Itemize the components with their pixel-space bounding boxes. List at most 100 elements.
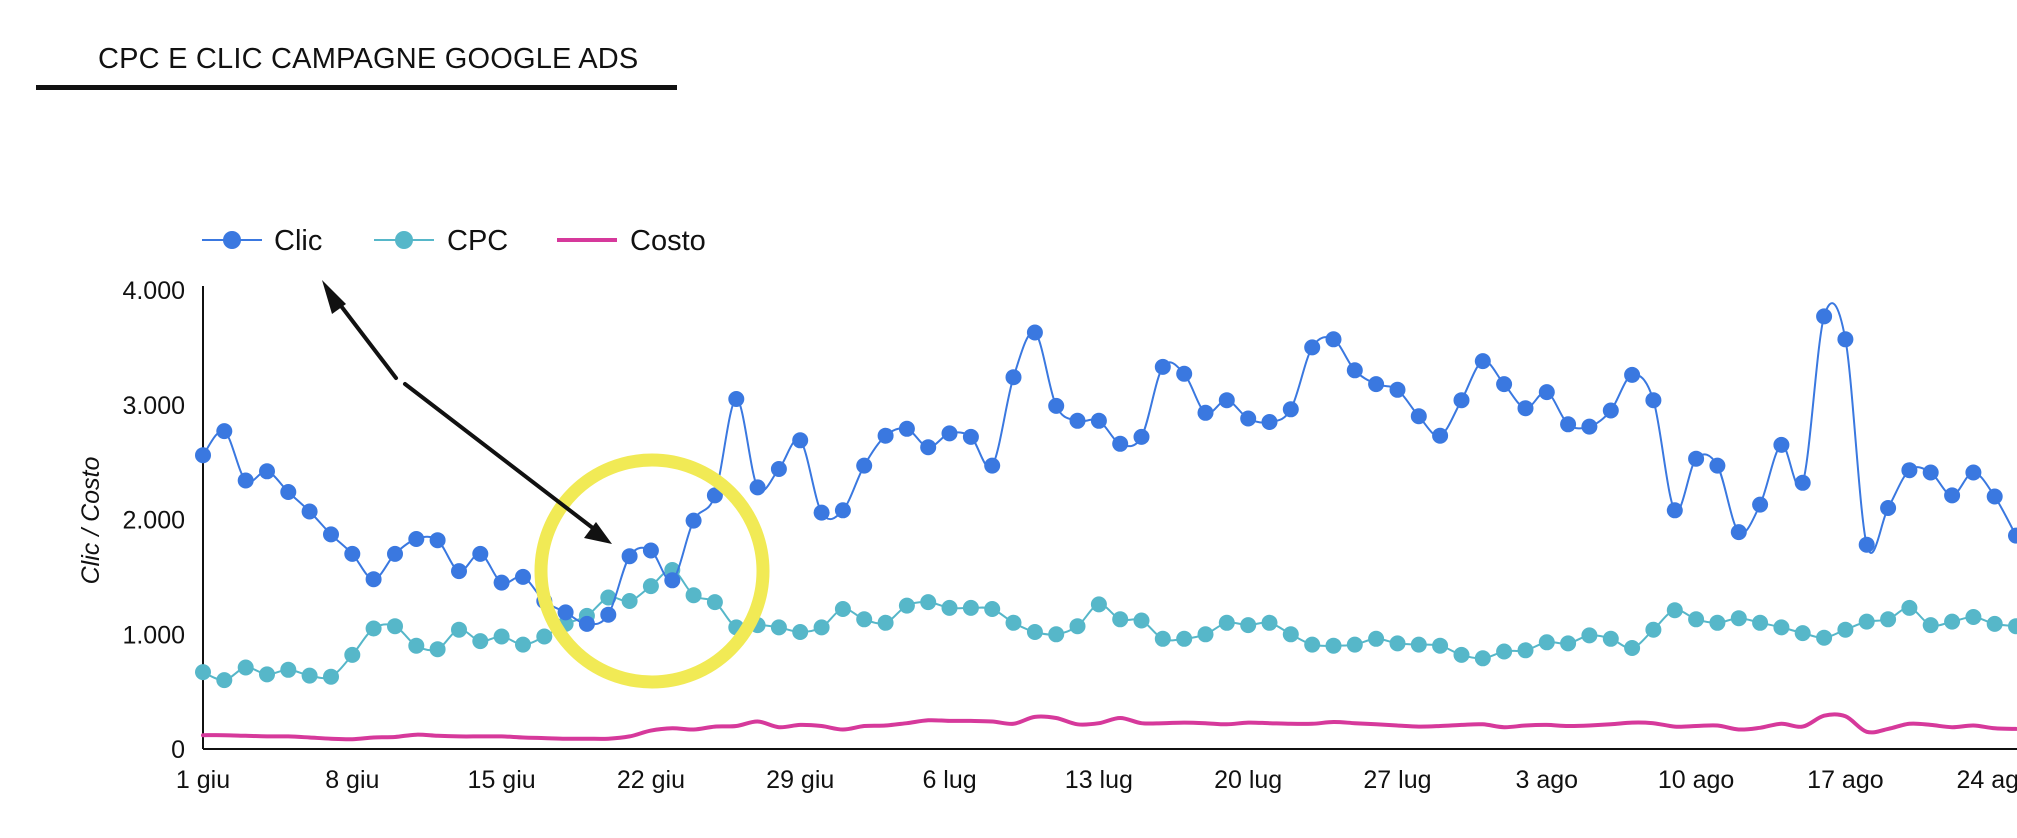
cpc-data-point — [813, 619, 830, 636]
cpc-data-point — [1410, 636, 1427, 653]
cpc-data-point — [323, 668, 339, 685]
cpc-data-point — [216, 672, 233, 689]
arrow-segment-upper — [336, 300, 398, 380]
cpc-data-point — [770, 619, 787, 636]
clic-data-point — [1453, 392, 1470, 409]
clic-data-point — [1133, 428, 1150, 445]
cpc-data-point — [600, 589, 617, 606]
legend-item-clic: Clic — [202, 225, 322, 257]
clic-data-point — [877, 427, 894, 444]
clic-data-point — [451, 563, 467, 580]
x-tick-label: 27 lug — [1363, 766, 1431, 794]
cpc-data-point — [792, 624, 809, 640]
cpc-data-point — [1005, 614, 1022, 631]
clic-data-point — [856, 457, 873, 474]
clic-data-point — [1922, 464, 1939, 481]
cpc-data-point — [1752, 614, 1769, 631]
clic-data-point — [1986, 488, 2003, 505]
clic-data-point — [1389, 381, 1406, 398]
clic-data-point — [1901, 462, 1918, 479]
cpc-data-point — [834, 601, 851, 617]
y-tick-label: 0 — [171, 736, 185, 764]
cpc-data-point — [1069, 618, 1086, 635]
cpc-data-point — [1837, 621, 1854, 638]
x-tick-label: 10 ago — [1658, 766, 1734, 794]
cpc-data-point — [984, 601, 1001, 617]
clic-data-point — [1304, 339, 1321, 356]
clic-data-point — [2008, 527, 2017, 544]
cpc-data-point — [898, 597, 915, 614]
x-tick-label: 3 ago — [1516, 766, 1579, 794]
clic-data-point — [1240, 410, 1257, 427]
cpc-data-point — [1048, 626, 1065, 643]
clic-data-point — [621, 548, 638, 565]
cpc-data-point — [1474, 650, 1491, 667]
x-tick-label: 6 lug — [922, 766, 976, 794]
clic-data-point — [962, 428, 979, 445]
cpc-data-point — [1581, 627, 1598, 644]
clic-data-point — [1090, 412, 1107, 429]
series-costo — [201, 712, 2017, 742]
cpc-data-point — [1538, 634, 1555, 651]
arrow-segment-lower — [403, 382, 600, 534]
clic-data-point — [323, 526, 339, 543]
cpc-data-point — [280, 661, 297, 678]
clic-data-point — [1602, 402, 1619, 419]
cpc-data-point — [1709, 614, 1726, 631]
cpc-data-point — [259, 666, 275, 683]
chart-title: CPC E CLIC CAMPAGNE GOOGLE ADS — [98, 43, 639, 75]
cpc-data-point — [1986, 615, 2003, 632]
cpc-data-point — [1154, 630, 1171, 647]
clic-data-point — [365, 571, 382, 588]
cpc-data-point — [1261, 614, 1278, 631]
clic-data-point — [429, 532, 446, 549]
legend-label: Clic — [274, 225, 322, 257]
y-tick-label: 4.000 — [122, 277, 185, 305]
clic-data-point — [515, 568, 531, 585]
clic-data-point — [557, 604, 574, 621]
clic-data-point — [1496, 376, 1513, 393]
legend-swatch-marker — [395, 231, 413, 249]
cpc-data-point — [2008, 618, 2017, 635]
clic-data-point — [1069, 412, 1086, 429]
arrow-head-upper — [322, 280, 346, 314]
cpc-data-point — [237, 659, 254, 676]
cpc-data-point — [1389, 635, 1406, 652]
clic-data-point — [216, 423, 233, 440]
legend-label: CPC — [447, 225, 508, 257]
cpc-data-point — [1880, 611, 1897, 628]
cpc-data-point — [493, 628, 510, 645]
clic-data-point — [1048, 397, 1065, 414]
clic-data-point — [1816, 308, 1833, 325]
cpc-data-point — [1197, 626, 1214, 643]
legend-swatch-marker — [223, 231, 241, 249]
cpc-data-point — [1858, 613, 1875, 630]
cpc-data-point — [1346, 636, 1363, 653]
cpc-data-point — [1304, 636, 1321, 653]
cpc-data-point — [1112, 611, 1129, 628]
clic-data-point — [1837, 331, 1854, 348]
cpc-data-point — [642, 578, 659, 595]
clic-data-point — [1005, 369, 1022, 386]
y-axis-title: Clic / Costo — [77, 457, 105, 585]
arrow-head-lower — [584, 522, 612, 544]
y-tick-label: 3.000 — [122, 392, 185, 420]
cpc-data-point — [365, 620, 382, 637]
plot-area — [195, 302, 2017, 742]
x-tick-label: 8 giu — [325, 766, 379, 794]
cpc-data-point — [1922, 617, 1939, 634]
clic-data-point — [1688, 450, 1705, 467]
clic-data-point — [642, 542, 659, 559]
cpc-data-point — [877, 614, 894, 631]
cpc-data-point — [429, 641, 446, 658]
x-tick-label: 15 giu — [468, 766, 536, 794]
cpc-data-point — [1325, 637, 1342, 654]
clic-data-point — [770, 461, 787, 477]
clic-data-point — [1517, 400, 1534, 417]
cpc-data-point — [195, 664, 211, 681]
clic-data-point — [1325, 331, 1342, 348]
x-tick-label: 13 lug — [1065, 766, 1133, 794]
cpc-data-point — [856, 611, 873, 628]
clic-data-point — [664, 572, 681, 589]
